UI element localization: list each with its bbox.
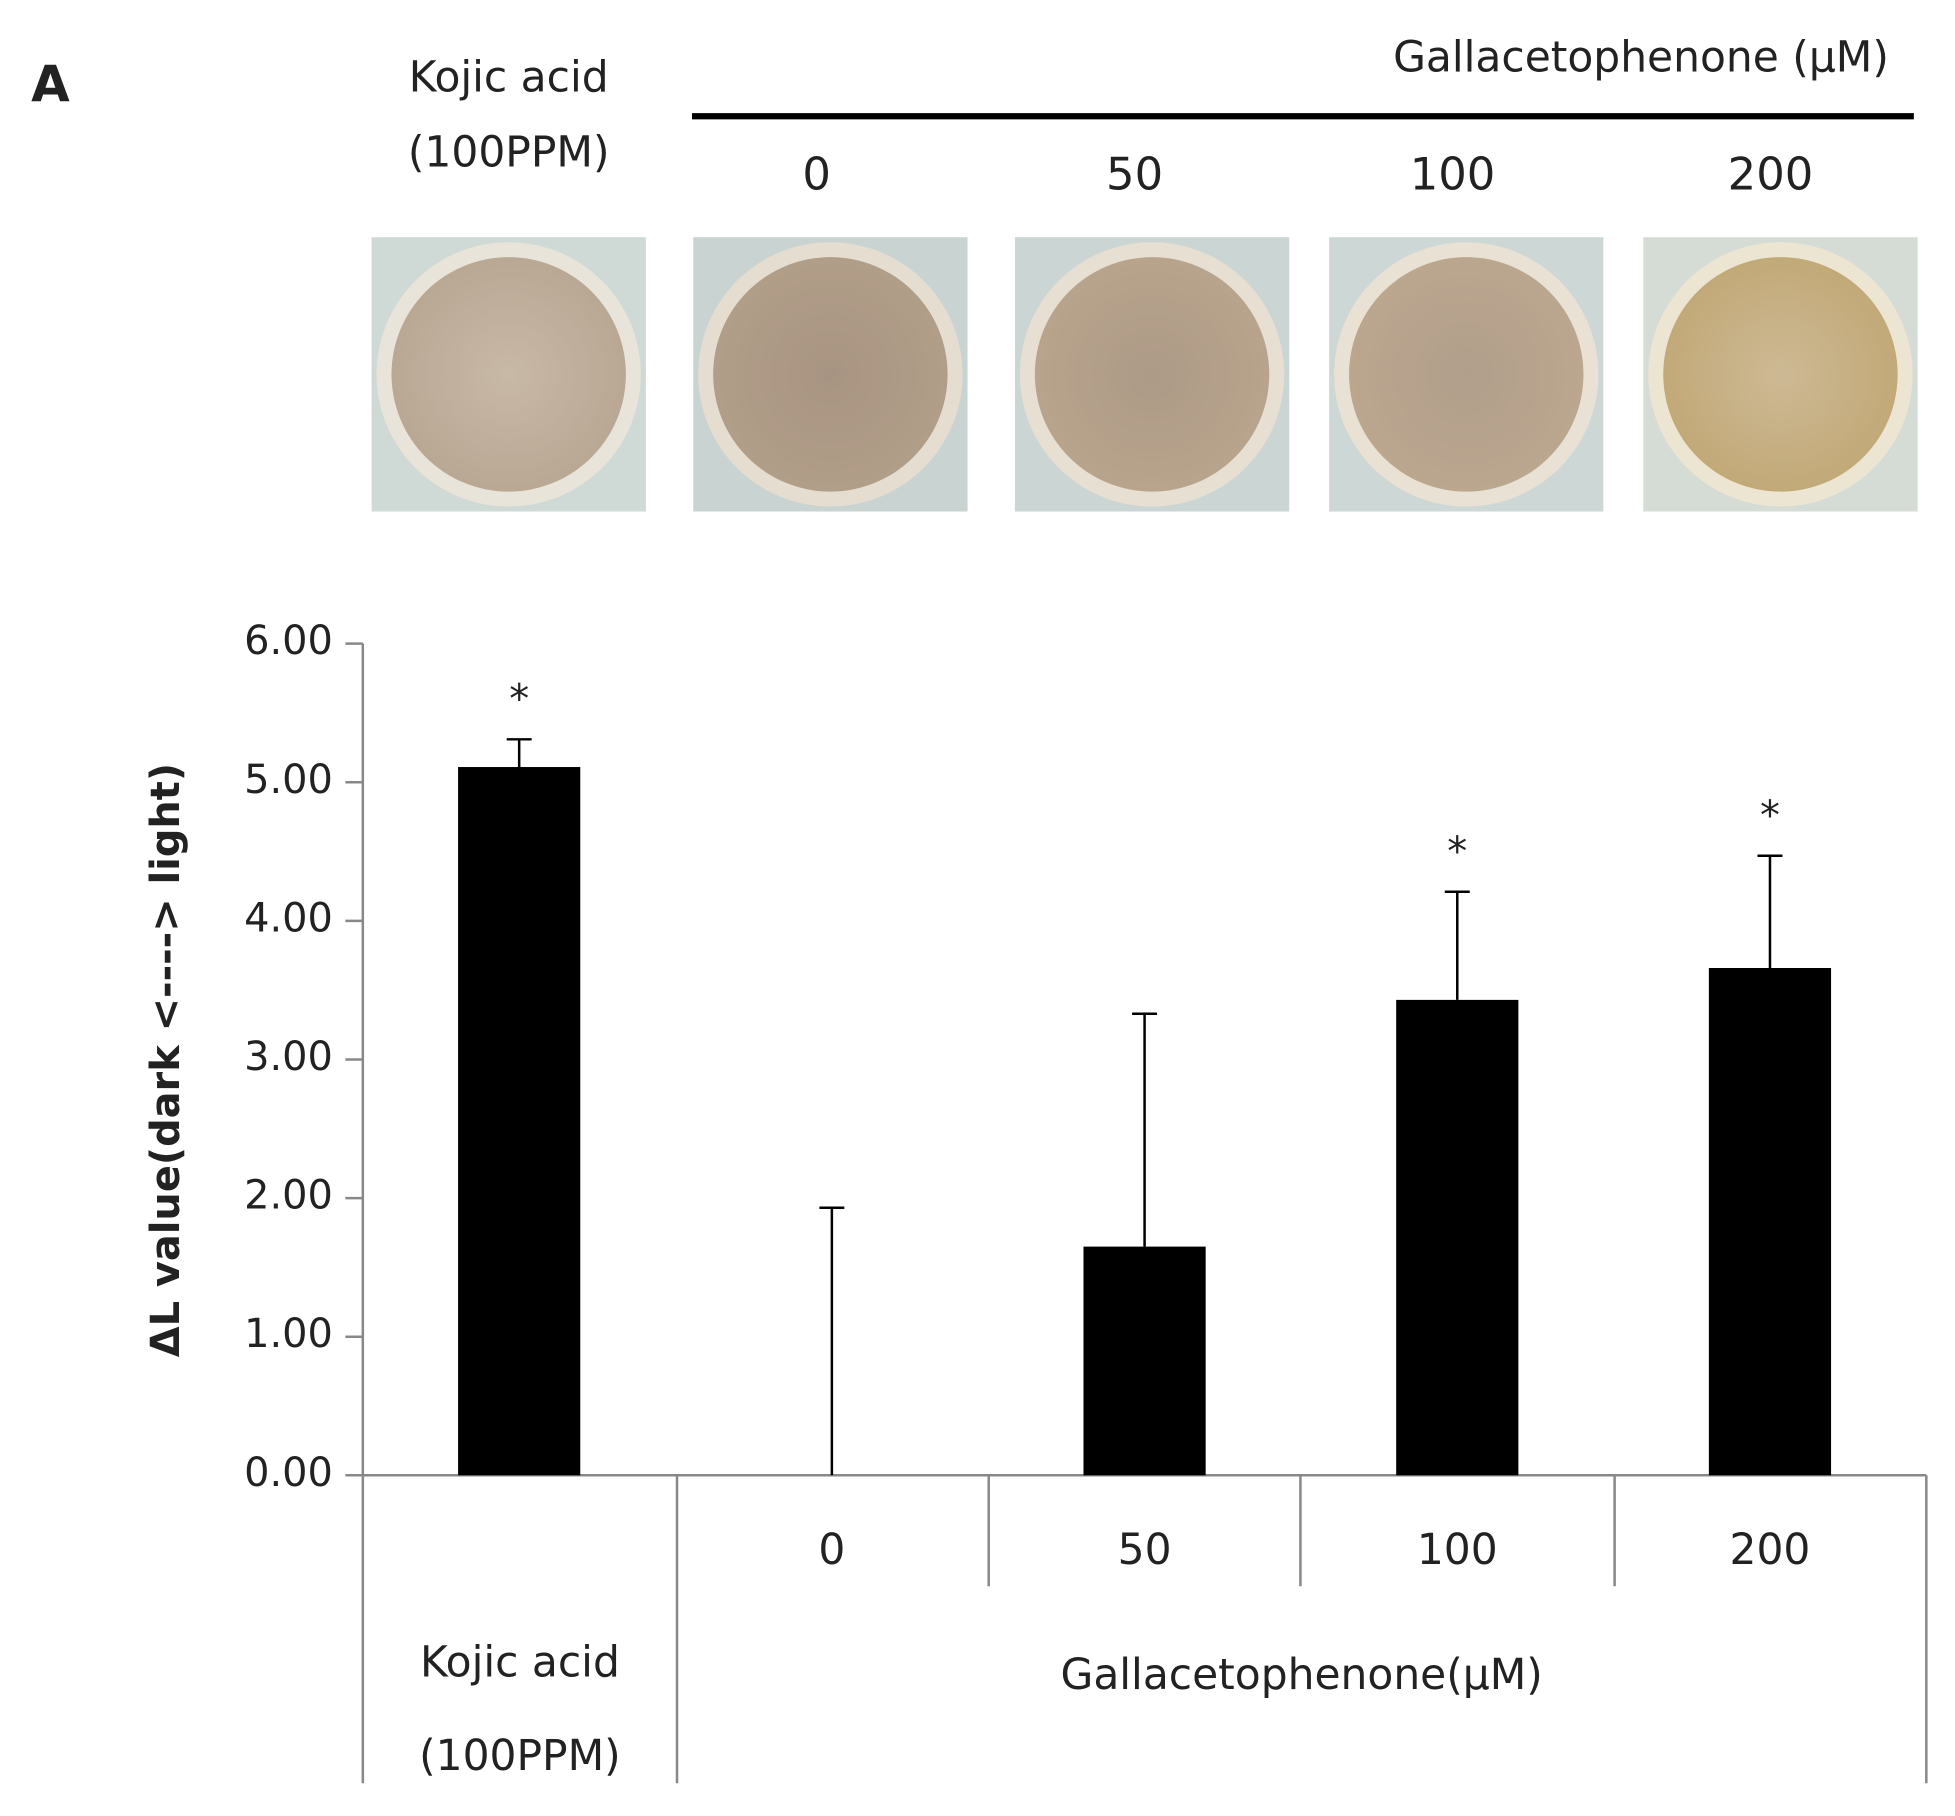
bar [458, 767, 581, 1476]
error-bar [1757, 854, 1783, 969]
bar [1083, 1246, 1206, 1476]
panel-label: A [31, 55, 70, 113]
significance-mark: * [1760, 793, 1780, 839]
group-label: Gallacetophenone (µM) [1393, 33, 1889, 82]
bar [1708, 968, 1832, 1476]
group-label: Gallacetophenone(µM) [1060, 1650, 1542, 1699]
group-label: (100PPM) [419, 1731, 621, 1780]
error-bar [1132, 1012, 1158, 1247]
x-tick-label: 100 [1417, 1525, 1498, 1574]
axis-frame [361, 643, 1928, 1784]
bar [1396, 999, 1519, 1476]
y-tick-label: 0.00 [244, 1450, 333, 1496]
x-tick-label: 200 [1730, 1525, 1811, 1574]
significance-mark: * [1447, 829, 1467, 875]
error-bar [506, 738, 532, 768]
error-bar [1444, 890, 1470, 1000]
significance-mark: * [509, 676, 529, 722]
y-tick-label: 5.00 [244, 757, 333, 803]
x-tick-label: 0 [818, 1525, 845, 1574]
well-label: 200 [1728, 147, 1814, 200]
well-label: 0 [802, 147, 831, 200]
y-tick-label: 6.00 [244, 618, 333, 664]
y-tick-label: 2.00 [244, 1173, 333, 1219]
y-tick-label: 1.00 [244, 1311, 333, 1357]
kojic-label: (100PPM) [408, 127, 610, 176]
well-label: 50 [1106, 147, 1163, 200]
y-tick-label: 4.00 [244, 895, 333, 941]
x-tick-label: 50 [1118, 1525, 1172, 1574]
y-tick-label: 3.00 [244, 1034, 333, 1080]
kojic-label: Kojic acid [409, 53, 609, 102]
error-bar [819, 1206, 845, 1476]
well-label: 100 [1410, 147, 1496, 200]
group-label: Kojic acid [420, 1637, 620, 1686]
y-axis-label: ΔL value(dark <----> light) [143, 763, 189, 1357]
well-photos [371, 237, 1918, 512]
